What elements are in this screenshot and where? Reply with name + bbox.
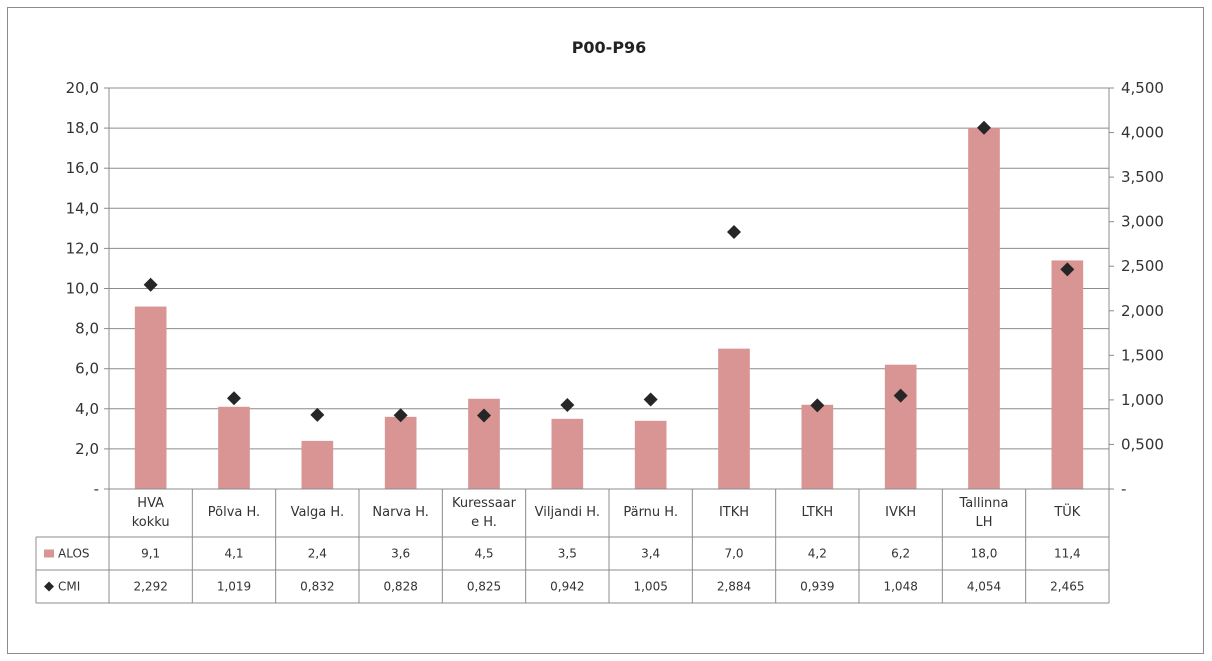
- right-axis-tick-label: 3,000: [1121, 213, 1164, 231]
- data-label-cmi: 4,054: [967, 580, 1001, 594]
- marker-cmi: [310, 407, 325, 422]
- data-label-cmi: 0,825: [467, 580, 501, 594]
- data-label-cmi: 0,942: [550, 580, 584, 594]
- data-label-alos: 4,2: [808, 547, 827, 561]
- category-label: Viljandi H.: [535, 505, 600, 520]
- data-label-alos: 4,1: [224, 547, 243, 561]
- data-label-cmi: 2,465: [1050, 580, 1084, 594]
- bar-alos: [884, 364, 917, 489]
- bar-alos: [551, 418, 584, 489]
- right-axis-tick-label: -: [1121, 480, 1126, 498]
- marker-cmi: [727, 225, 741, 240]
- data-label-alos: 4,5: [474, 547, 493, 561]
- data-label-alos: 18,0: [971, 547, 998, 561]
- data-label-alos: 3,4: [641, 547, 660, 561]
- data-label-alos: 2,4: [308, 547, 327, 561]
- left-axis-tick-label: 14,0: [66, 199, 99, 217]
- category-label: Pärnu H.: [623, 505, 678, 520]
- left-axis-tick-label: 2,0: [75, 440, 99, 458]
- data-label-cmi: 1,019: [217, 580, 251, 594]
- left-axis-tick-label: 8,0: [75, 320, 99, 338]
- marker-cmi: [560, 398, 575, 413]
- category-label: Tallinna: [958, 496, 1008, 511]
- chart: - 2,0 4,0 6,0 8,0 10,0 12,0 14,0 16,0 18,0 20,0 - 0,…: [35, 38, 1164, 604]
- marker-cmi: [393, 408, 408, 423]
- left-axis-tick-label: 4,0: [75, 400, 99, 418]
- bar-alos: [801, 404, 834, 489]
- chart-title: P00-P96: [572, 38, 647, 57]
- data-label-cmi: 1,005: [633, 580, 667, 594]
- bar-alos: [634, 420, 667, 489]
- legend-key-cmi: [44, 581, 54, 592]
- bar-alos: [1051, 260, 1084, 489]
- data-label-cmi: 1,048: [883, 580, 917, 594]
- category-label: Valga H.: [291, 505, 345, 520]
- category-label: Põlva H.: [208, 505, 260, 520]
- left-axis-tick-label: 16,0: [66, 159, 99, 177]
- bar-alos: [384, 416, 417, 489]
- right-axis-tick-label: 3,500: [1121, 168, 1164, 186]
- marker-cmi: [893, 388, 908, 403]
- marker-cmi: [643, 392, 658, 407]
- marker-cmi: [477, 408, 491, 423]
- left-axis-tick-label: 10,0: [66, 280, 99, 298]
- left-axis-tick-label: -: [94, 480, 99, 498]
- right-axis-tick-label: 0,500: [1121, 435, 1164, 453]
- legend-key-alos: [44, 549, 54, 558]
- data-label-alos: 3,5: [558, 547, 577, 561]
- data-label-alos: 3,6: [391, 547, 410, 561]
- legend-label-alos: ALOS: [58, 547, 90, 561]
- data-label-alos: 6,2: [891, 547, 910, 561]
- category-label: ITKH: [719, 505, 749, 520]
- right-axis-tick-label: 1,000: [1121, 391, 1164, 409]
- category-label: LTKH: [801, 505, 833, 520]
- marker-cmi: [143, 277, 158, 292]
- marker-cmi: [1060, 262, 1075, 277]
- right-axis-tick-label: 2,500: [1121, 257, 1164, 275]
- right-axis-tick-label: 2,000: [1121, 302, 1164, 320]
- bar-alos: [218, 406, 250, 489]
- data-label-alos: 9,1: [141, 547, 160, 561]
- data-label-cmi: 0,832: [300, 580, 334, 594]
- data-label-cmi: 0,939: [800, 580, 834, 594]
- right-axis-tick-label: 1,500: [1121, 346, 1164, 364]
- bar-alos: [968, 128, 1000, 489]
- left-axis-tick-label: 18,0: [66, 119, 99, 137]
- chart-frame: - 2,0 4,0 6,0 8,0 10,0 12,0 14,0 16,0 18,0 20,0 - 0,…: [7, 7, 1204, 654]
- data-label-alos: 7,0: [724, 547, 743, 561]
- data-label-alos: 11,4: [1054, 547, 1081, 561]
- marker-cmi: [977, 120, 991, 135]
- legend-label-cmi: CMI: [58, 580, 80, 594]
- category-label: TÜK: [1053, 503, 1080, 520]
- marker-cmi: [810, 398, 825, 413]
- left-axis-tick-label: 12,0: [66, 239, 99, 257]
- bar-alos: [718, 348, 750, 489]
- category-label: IVKH: [885, 505, 916, 520]
- bar-alos: [134, 306, 167, 489]
- left-axis-tick-label: 20,0: [66, 79, 99, 97]
- left-axis-tick-label: 6,0: [75, 360, 99, 378]
- category-label: e H.: [471, 515, 497, 530]
- right-axis-tick-label: 4,000: [1121, 124, 1164, 142]
- category-label: HVA: [137, 496, 164, 511]
- data-label-cmi: 2,292: [133, 580, 167, 594]
- right-axis-tick-label: 4,500: [1121, 79, 1164, 97]
- category-label: Narva H.: [372, 505, 429, 520]
- category-label: Kuressaar: [452, 496, 517, 511]
- marker-cmi: [227, 391, 241, 406]
- bar-alos: [301, 440, 334, 489]
- data-label-cmi: 0,828: [383, 580, 417, 594]
- category-label: LH: [975, 515, 992, 530]
- data-label-cmi: 2,884: [717, 580, 751, 594]
- category-label: kokku: [132, 515, 170, 530]
